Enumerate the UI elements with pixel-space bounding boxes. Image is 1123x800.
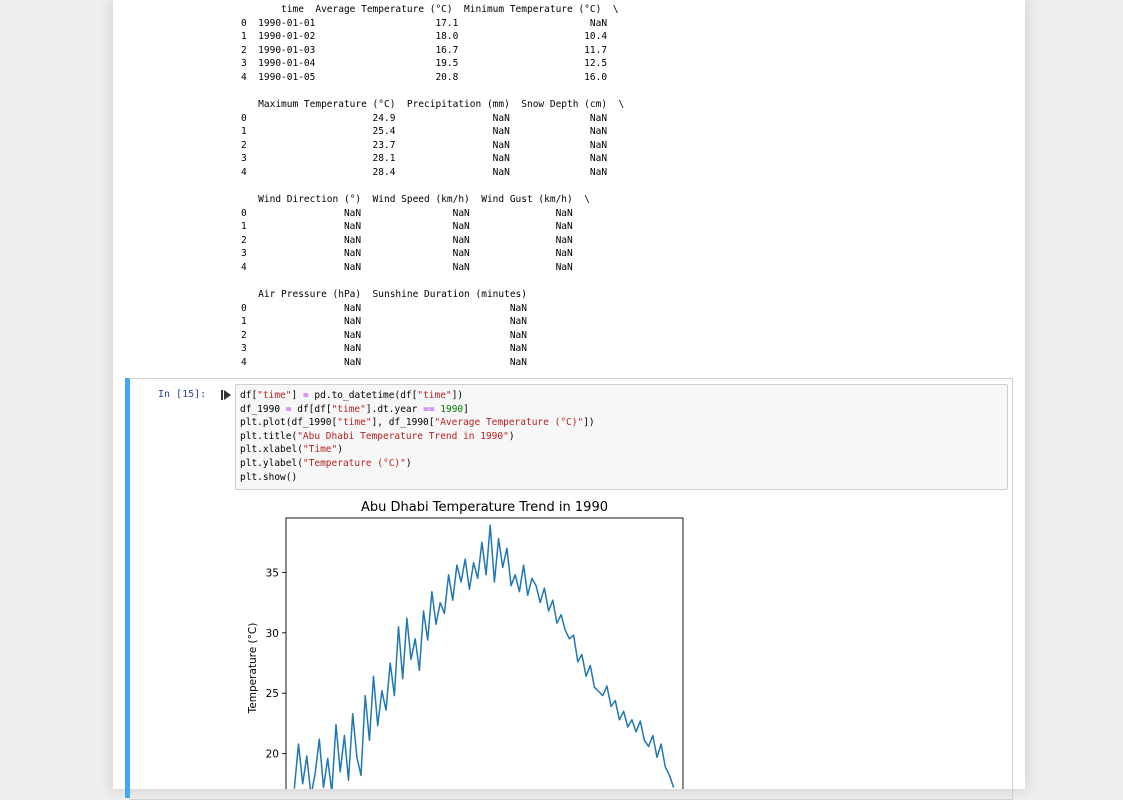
- df-row: 3 1990-01-04 19.5 12.5: [241, 58, 608, 70]
- code-line: plt.ylabel("Temperature (°C)"): [240, 458, 412, 469]
- df-row: 1 NaN NaN: [241, 316, 527, 328]
- df-row: 3 NaN NaN NaN: [241, 248, 573, 260]
- code-line: df["time"] = pd.to_datetime(df["time"]): [240, 390, 464, 401]
- code-line: plt.show(): [240, 471, 298, 483]
- df-row: 1 1990-01-02 18.0 10.4: [241, 31, 608, 43]
- df-row: 0 NaN NaN: [241, 302, 527, 314]
- df-header-line: Maximum Temperature (°C) Precipitation (…: [241, 99, 625, 110]
- selected-cell-indicator: [125, 378, 130, 798]
- y-tick-label: 25: [266, 688, 279, 700]
- code-line: plt.xlabel("Time"): [240, 444, 343, 456]
- y-tick-label: 30: [266, 628, 279, 640]
- df-row: 4 NaN NaN: [241, 357, 527, 368]
- df-row: 4 1990-01-05 20.8 16.0: [241, 72, 608, 83]
- df-row: 2 1990-01-03 16.7 11.7: [241, 44, 608, 56]
- y-tick-label: 35: [266, 567, 279, 579]
- chart-title: Abu Dhabi Temperature Trend in 1990: [361, 500, 608, 515]
- code-line: plt.plot(df_1990["time"], df_1990["Avera…: [240, 417, 595, 429]
- y-tick-label: 20: [266, 749, 279, 761]
- df-row: 3 NaN NaN: [241, 343, 527, 355]
- df-row: 0 NaN NaN NaN: [241, 207, 573, 219]
- df-row: 1 25.4 NaN NaN: [241, 126, 608, 138]
- df-row: 3 28.1 NaN NaN: [241, 153, 608, 165]
- df-row: 0 1990-01-01 17.1 NaN: [241, 17, 608, 29]
- df-row: 1 NaN NaN NaN: [241, 221, 573, 233]
- temperature-line-chart: Abu Dhabi Temperature Trend in 1990 20 25 3…: [240, 494, 700, 789]
- code-line: df_1990 = df[df["time"].dt.year == 1990]: [240, 403, 469, 415]
- df-row: 2 23.7 NaN NaN: [241, 139, 608, 151]
- code-editor[interactable]: df["time"] = pd.to_datetime(df["time"])d…: [235, 384, 1008, 490]
- df-row: 2 NaN NaN NaN: [241, 234, 573, 246]
- temperature-series-line: [293, 524, 675, 789]
- df-row: 0 24.9 NaN NaN: [241, 112, 608, 124]
- df-row: 4 NaN NaN NaN: [241, 262, 573, 273]
- df-row: 4 28.4 NaN NaN: [241, 167, 608, 178]
- run-cell-icon[interactable]: [221, 390, 231, 400]
- df-header-line: Air Pressure (hPa) Sunshine Duration (mi…: [241, 289, 527, 300]
- df-header-line: Wind Direction (°) Wind Speed (km/h) Win…: [241, 194, 590, 205]
- df-row: 2 NaN NaN: [241, 329, 527, 341]
- df-header-line: time Average Temperature (°C) Minimum Te…: [241, 4, 619, 15]
- code-line: plt.title("Abu Dhabi Temperature Trend i…: [240, 430, 515, 442]
- y-axis-label: Temperature (°C): [247, 623, 259, 715]
- cell-prompt: In [15]:: [158, 389, 207, 400]
